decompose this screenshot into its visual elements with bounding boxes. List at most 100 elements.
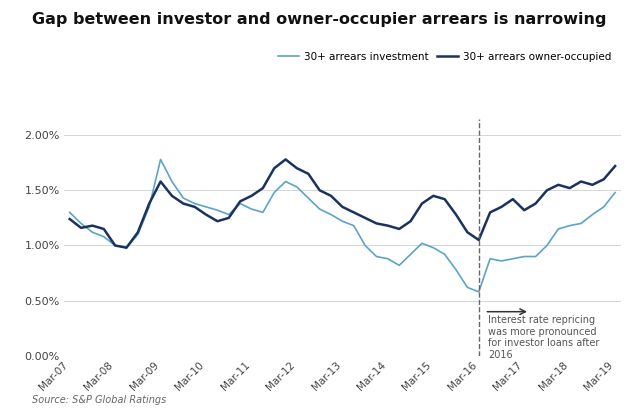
30+ arrears owner-occupied [441,197,449,202]
30+ arrears owner-occupied [248,193,255,198]
30+ arrears investment [350,223,358,228]
30+ arrears owner-occupied [179,201,187,206]
30+ arrears owner-occupied [191,204,198,209]
30+ arrears investment [577,221,585,226]
30+ arrears owner-occupied [554,182,562,187]
30+ arrears investment [339,219,346,224]
30+ arrears owner-occupied [452,212,460,217]
30+ arrears owner-occupied [600,177,607,182]
30+ arrears owner-occupied [475,238,483,243]
30+ arrears investment [418,241,426,246]
30+ arrears owner-occupied [202,212,210,217]
30+ arrears owner-occupied [157,179,164,184]
30+ arrears owner-occupied [384,223,392,228]
30+ arrears investment [293,184,301,189]
30+ arrears investment [111,243,119,248]
Legend: 30+ arrears investment, 30+ arrears owner-occupied: 30+ arrears investment, 30+ arrears owne… [274,48,616,66]
30+ arrears owner-occupied [362,216,369,220]
30+ arrears owner-occupied [145,201,153,206]
30+ arrears investment [407,252,415,257]
30+ arrears owner-occupied [543,188,551,193]
30+ arrears owner-occupied [418,201,426,206]
30+ arrears investment [316,207,323,211]
30+ arrears investment [77,221,85,226]
30+ arrears investment [543,243,551,248]
30+ arrears owner-occupied [339,204,346,209]
30+ arrears owner-occupied [168,193,176,198]
30+ arrears investment [168,179,176,184]
30+ arrears owner-occupied [100,227,108,231]
30+ arrears owner-occupied [305,171,312,176]
30+ arrears owner-occupied [429,193,437,198]
30+ arrears owner-occupied [611,164,619,169]
30+ arrears owner-occupied [396,227,403,231]
30+ arrears investment [191,201,198,206]
30+ arrears investment [429,245,437,250]
30+ arrears owner-occupied [66,216,74,221]
Text: Gap between investor and owner-occupier arrears is narrowing: Gap between investor and owner-occupier … [32,12,607,27]
30+ arrears owner-occupied [270,166,278,171]
30+ arrears owner-occupied [350,210,358,215]
30+ arrears owner-occupied [498,204,506,209]
30+ arrears investment [509,256,516,261]
30+ arrears owner-occupied [589,182,596,187]
30+ arrears investment [236,201,244,206]
30+ arrears investment [486,256,494,261]
30+ arrears investment [566,223,573,228]
30+ arrears investment [441,252,449,257]
30+ arrears owner-occupied [88,223,96,228]
30+ arrears investment [179,196,187,200]
30+ arrears owner-occupied [566,186,573,191]
30+ arrears investment [611,190,619,195]
30+ arrears investment [88,230,96,235]
30+ arrears investment [498,258,506,263]
Text: Interest rate repricing
was more pronounced
for investor loans after
2016: Interest rate repricing was more pronoun… [488,315,599,360]
30+ arrears owner-occupied [316,188,323,193]
30+ arrears owner-occupied [532,201,540,206]
30+ arrears investment [327,212,335,217]
30+ arrears owner-occupied [236,199,244,204]
30+ arrears owner-occupied [372,221,380,226]
30+ arrears investment [282,179,289,184]
30+ arrears investment [372,254,380,259]
30+ arrears investment [225,212,232,217]
30+ arrears investment [157,157,164,162]
30+ arrears investment [463,285,471,290]
30+ arrears owner-occupied [486,210,494,215]
30+ arrears owner-occupied [123,245,131,250]
30+ arrears owner-occupied [225,216,232,220]
30+ arrears investment [202,204,210,209]
30+ arrears owner-occupied [214,219,221,224]
30+ arrears owner-occupied [509,197,516,202]
30+ arrears owner-occupied [77,225,85,230]
30+ arrears investment [248,207,255,211]
30+ arrears investment [475,290,483,294]
30+ arrears owner-occupied [520,208,528,213]
30+ arrears investment [259,210,267,215]
30+ arrears owner-occupied [577,179,585,184]
30+ arrears investment [123,245,131,250]
30+ arrears investment [589,212,596,217]
30+ arrears investment [270,190,278,195]
Text: Source: S&P Global Ratings: Source: S&P Global Ratings [32,395,166,405]
30+ arrears investment [600,204,607,209]
30+ arrears investment [452,267,460,272]
30+ arrears investment [100,234,108,239]
Line: 30+ arrears owner-occupied: 30+ arrears owner-occupied [70,160,615,248]
30+ arrears investment [214,208,221,213]
30+ arrears owner-occupied [463,230,471,235]
30+ arrears investment [134,232,141,237]
30+ arrears investment [305,196,312,200]
30+ arrears owner-occupied [407,219,415,224]
30+ arrears investment [66,210,74,215]
30+ arrears investment [532,254,540,259]
30+ arrears investment [145,204,153,209]
30+ arrears owner-occupied [293,166,301,171]
30+ arrears owner-occupied [327,193,335,198]
30+ arrears owner-occupied [111,243,119,248]
30+ arrears investment [520,254,528,259]
30+ arrears owner-occupied [259,186,267,191]
30+ arrears investment [396,263,403,268]
30+ arrears investment [554,227,562,231]
30+ arrears investment [362,243,369,248]
